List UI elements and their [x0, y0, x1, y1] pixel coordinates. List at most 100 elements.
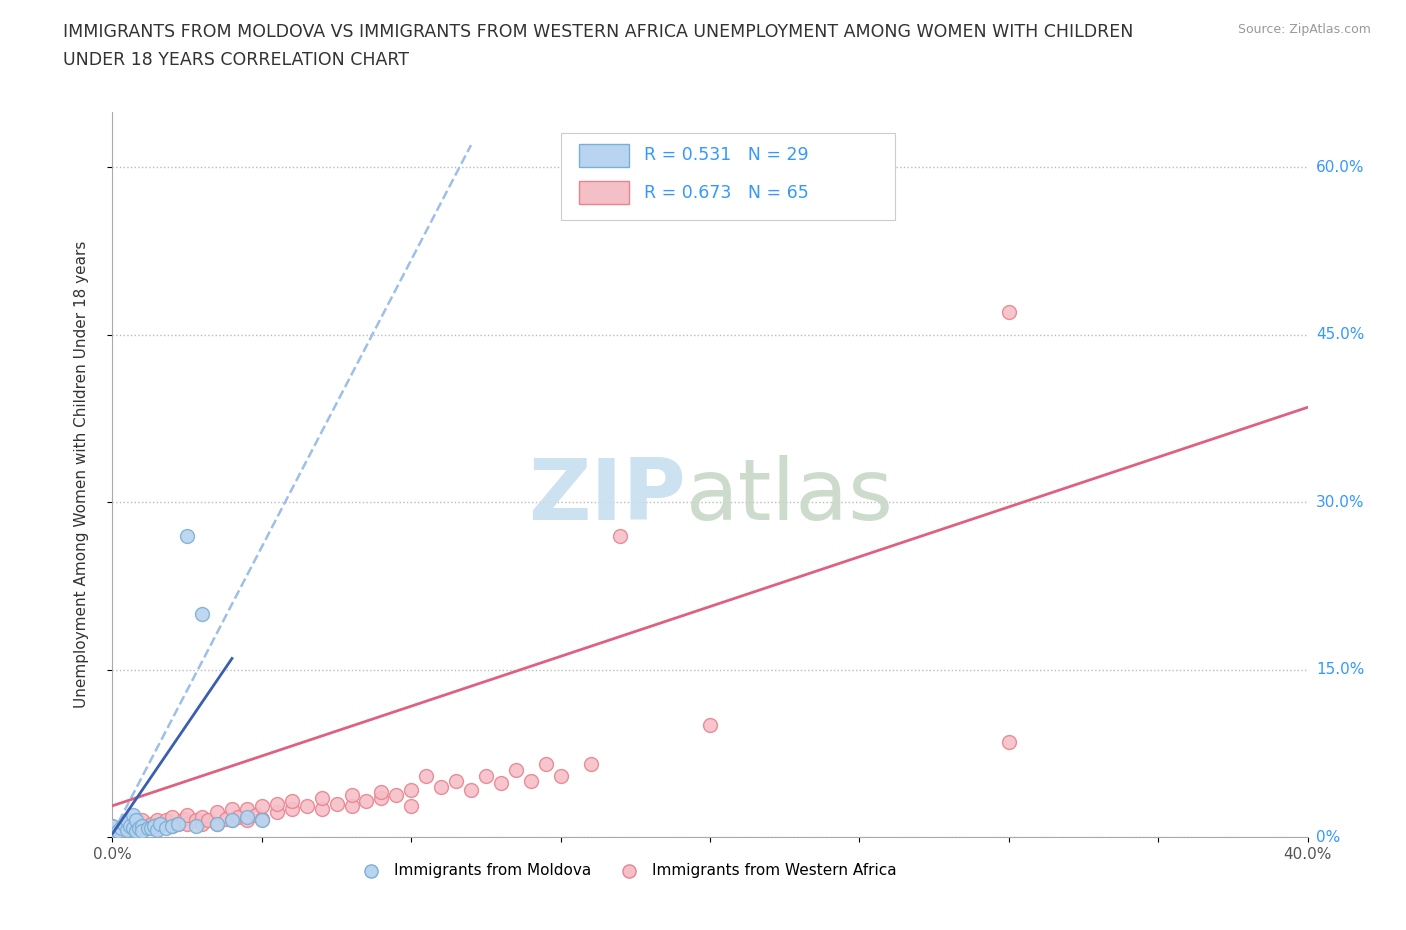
Point	[311, 802, 333, 817]
Point	[101, 818, 124, 833]
Point	[579, 757, 602, 772]
Point	[176, 528, 198, 543]
Point	[155, 820, 177, 835]
Point	[155, 813, 177, 828]
Point	[609, 528, 631, 543]
Point	[520, 774, 543, 789]
Point	[162, 818, 183, 833]
Point	[125, 817, 148, 831]
Point	[236, 813, 259, 828]
Text: IMMIGRANTS FROM MOLDOVA VS IMMIGRANTS FROM WESTERN AFRICA UNEMPLOYMENT AMONG WOM: IMMIGRANTS FROM MOLDOVA VS IMMIGRANTS FR…	[63, 23, 1133, 41]
Point	[149, 817, 172, 831]
Point	[311, 790, 333, 805]
Point	[197, 813, 219, 828]
Point	[110, 820, 132, 835]
Point	[117, 823, 139, 838]
Point	[215, 812, 238, 827]
Point	[117, 820, 139, 835]
Point	[176, 807, 198, 822]
Point	[226, 809, 249, 824]
Point	[699, 718, 721, 733]
Point	[444, 774, 467, 789]
Point	[340, 798, 363, 813]
Point	[505, 763, 527, 777]
Text: 30.0%: 30.0%	[1316, 495, 1364, 510]
Point	[125, 813, 148, 828]
Point	[146, 813, 169, 828]
Text: 15.0%: 15.0%	[1316, 662, 1364, 677]
Point	[125, 824, 148, 839]
Point	[117, 813, 139, 828]
Point	[401, 783, 423, 798]
FancyBboxPatch shape	[579, 181, 628, 205]
Point	[186, 818, 208, 833]
Y-axis label: Unemployment Among Women with Children Under 18 years: Unemployment Among Women with Children U…	[75, 241, 89, 708]
Point	[191, 606, 214, 621]
Text: 45.0%: 45.0%	[1316, 327, 1364, 342]
Point	[205, 817, 228, 831]
Point	[250, 798, 273, 813]
Text: 0%: 0%	[1316, 830, 1340, 844]
Point	[191, 817, 214, 831]
Point	[114, 817, 135, 831]
FancyBboxPatch shape	[561, 133, 896, 220]
Point	[489, 776, 512, 790]
Point	[205, 805, 228, 820]
Point	[149, 817, 172, 831]
Point	[460, 783, 482, 798]
Point	[122, 807, 145, 822]
Point	[120, 818, 142, 833]
Text: R = 0.673   N = 65: R = 0.673 N = 65	[644, 184, 808, 202]
Point	[107, 824, 129, 839]
Point	[122, 820, 145, 835]
Legend: Immigrants from Moldova, Immigrants from Western Africa: Immigrants from Moldova, Immigrants from…	[350, 857, 903, 884]
Point	[401, 798, 423, 813]
Text: UNDER 18 YEARS CORRELATION CHART: UNDER 18 YEARS CORRELATION CHART	[63, 51, 409, 69]
Point	[266, 805, 288, 820]
Point	[186, 813, 208, 828]
Point	[131, 818, 153, 833]
Point	[162, 818, 183, 833]
Point	[205, 817, 228, 831]
Point	[430, 779, 453, 794]
Text: R = 0.531   N = 29: R = 0.531 N = 29	[644, 146, 808, 164]
Point	[245, 807, 267, 822]
Point	[266, 796, 288, 811]
Point	[173, 812, 195, 827]
Point	[138, 818, 160, 833]
Point	[131, 813, 153, 828]
Point	[370, 785, 392, 800]
Point	[141, 820, 163, 835]
Point	[295, 798, 318, 813]
Point	[221, 813, 243, 828]
Point	[281, 802, 304, 817]
Point	[128, 820, 150, 835]
Point	[534, 757, 557, 772]
Point	[340, 787, 363, 802]
Text: 60.0%: 60.0%	[1316, 160, 1364, 175]
Point	[415, 768, 437, 783]
FancyBboxPatch shape	[579, 144, 628, 167]
Point	[221, 802, 243, 817]
Point	[176, 817, 198, 831]
Text: Source: ZipAtlas.com: Source: ZipAtlas.com	[1237, 23, 1371, 36]
Point	[141, 817, 163, 831]
Point	[110, 824, 132, 839]
Point	[998, 735, 1021, 750]
Point	[122, 818, 145, 833]
Text: ZIP: ZIP	[529, 455, 686, 538]
Point	[138, 820, 160, 835]
Point	[475, 768, 498, 783]
Point	[146, 823, 169, 838]
Point	[101, 818, 124, 833]
Point	[236, 802, 259, 817]
Point	[143, 818, 166, 833]
Point	[221, 813, 243, 828]
Point	[167, 817, 190, 831]
Point	[146, 820, 169, 835]
Point	[250, 813, 273, 828]
Point	[385, 787, 408, 802]
Point	[236, 809, 259, 824]
Point	[998, 305, 1021, 320]
Text: atlas: atlas	[686, 455, 894, 538]
